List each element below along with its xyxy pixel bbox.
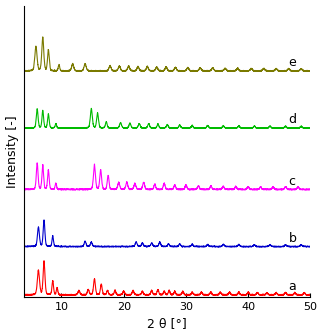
Text: b: b xyxy=(289,232,297,245)
Text: c: c xyxy=(289,175,296,188)
Text: a: a xyxy=(289,280,297,293)
Text: d: d xyxy=(289,113,297,126)
Text: e: e xyxy=(289,56,297,69)
X-axis label: 2 θ [°]: 2 θ [°] xyxy=(147,318,187,330)
Y-axis label: Intensity [-]: Intensity [-] xyxy=(5,115,18,187)
